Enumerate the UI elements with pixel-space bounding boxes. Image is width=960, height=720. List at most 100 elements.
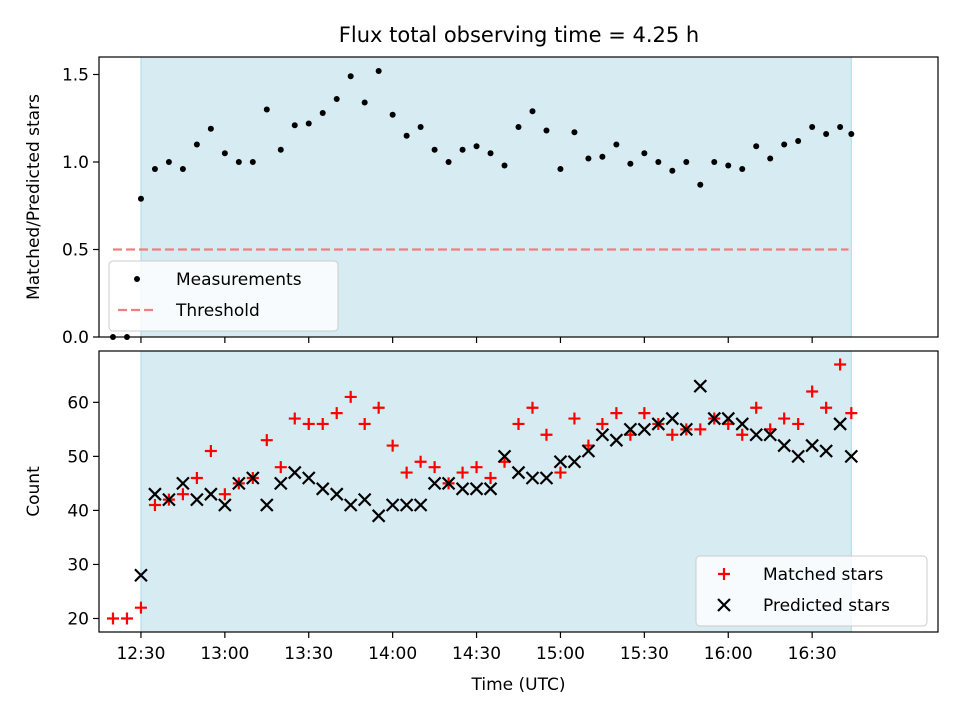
predicted-star-point	[274, 476, 288, 491]
matched-star-point	[218, 488, 231, 501]
predicted-star-point	[553, 455, 568, 469]
predicted-star-point	[246, 471, 260, 485]
matched-star-point	[568, 412, 581, 425]
measurement-point	[445, 159, 452, 165]
x-tick-label: 14:00	[368, 644, 417, 664]
x-tick-label: 13:30	[284, 644, 333, 664]
matched-star-point	[190, 471, 203, 484]
legend-marker-matched	[718, 568, 730, 580]
predicted-star-point	[455, 482, 470, 496]
predicted-star-point	[371, 509, 386, 523]
measurement-point	[347, 73, 354, 80]
predicted-star-point	[511, 465, 526, 480]
legend-box	[108, 260, 339, 332]
predicted-star-point	[385, 498, 400, 512]
y-tick-label: 40	[67, 501, 89, 521]
predicted-star-point	[301, 471, 316, 485]
measurement-point	[515, 124, 522, 130]
predicted-star-point	[735, 417, 750, 431]
measurement-point	[641, 150, 648, 157]
predicted-star-point	[148, 487, 162, 501]
y-tick-label: 60	[67, 393, 89, 413]
predicted-star-point	[162, 492, 176, 507]
measurement-point	[585, 155, 592, 162]
matched-star-point	[428, 461, 441, 474]
matched-star-point	[736, 428, 749, 441]
predicted-star-point	[343, 498, 358, 512]
measurement-point	[221, 150, 228, 157]
predicted-star-point	[651, 417, 666, 431]
matched-star-point	[845, 407, 858, 420]
measurement-point	[837, 124, 844, 130]
y-tick-label: 0.5	[62, 241, 89, 261]
measurement-point	[753, 143, 760, 150]
matched-star-point	[638, 407, 651, 420]
matched-star-point	[596, 417, 609, 430]
x-axis-label: Time (UTC)	[471, 675, 566, 695]
measurement-point	[683, 159, 690, 165]
predicted-star-point	[707, 411, 722, 426]
matched-star-point	[400, 466, 413, 479]
measurement-point	[599, 153, 606, 160]
matched-star-point	[610, 407, 623, 420]
measurement-point	[179, 166, 186, 172]
matched-star-point	[344, 390, 357, 403]
measurement-point	[249, 159, 256, 165]
x-tick-label: 15:30	[620, 644, 669, 664]
y-axis-label: Count	[24, 466, 44, 517]
measurement-point	[823, 131, 830, 137]
measurement-point	[655, 159, 662, 165]
predicted-star-point	[567, 455, 582, 469]
matched-star-point	[288, 412, 301, 425]
measurement-point	[739, 166, 746, 172]
predicted-star-point	[805, 438, 819, 453]
measurement-point	[403, 132, 410, 139]
matched-star-point	[778, 412, 791, 425]
predicted-star-point	[287, 465, 302, 480]
chart-title: Flux total observing time = 4.25 h	[339, 23, 699, 47]
predicted-star-point	[497, 449, 512, 464]
measurement-point	[571, 129, 578, 136]
predicted-star-point	[469, 482, 484, 496]
y-tick-label: 1.5	[62, 66, 89, 86]
measurement-point	[361, 99, 368, 106]
measurement-point	[613, 141, 620, 148]
measurement-point	[669, 167, 676, 174]
x-tick-label: 15:00	[536, 644, 585, 664]
measurement-point	[333, 96, 340, 102]
matched-star-point	[274, 461, 287, 474]
predicted-star-point	[721, 411, 736, 426]
measurement-point	[711, 159, 718, 165]
predicted-star-point	[581, 444, 596, 458]
matched-star-point	[512, 417, 525, 430]
predicted-star-point	[665, 411, 680, 426]
legend-label: Measurements	[176, 270, 302, 290]
predicted-star-point	[260, 498, 274, 512]
legend-marker-measurements	[134, 276, 140, 282]
measurement-point	[193, 141, 200, 148]
measurement-point	[459, 146, 466, 153]
predicted-star-point	[525, 471, 540, 485]
predicted-star-point	[791, 449, 805, 464]
measurement-point	[557, 166, 564, 172]
measurement-point	[291, 122, 298, 129]
matched-star-point	[820, 401, 833, 414]
measurement-point	[529, 108, 536, 115]
matched-star-point	[316, 417, 329, 430]
matched-star-point	[666, 428, 679, 441]
predicted-star-point	[749, 427, 763, 442]
predicted-star-point	[595, 427, 610, 442]
x-tick-label: 12:30	[116, 644, 165, 664]
axes-frame	[98, 56, 939, 338]
measurement-point	[263, 106, 270, 113]
predicted-star-point	[609, 433, 624, 447]
measurement-point	[305, 120, 312, 127]
y-tick-label: 0.0	[62, 328, 89, 348]
measurement-point	[848, 131, 855, 137]
axes-frame	[98, 350, 939, 633]
measurement-point	[319, 110, 326, 116]
y-tick-label: 1.0	[62, 153, 89, 173]
measurement-point	[697, 181, 704, 188]
matched-star-point	[372, 401, 385, 414]
